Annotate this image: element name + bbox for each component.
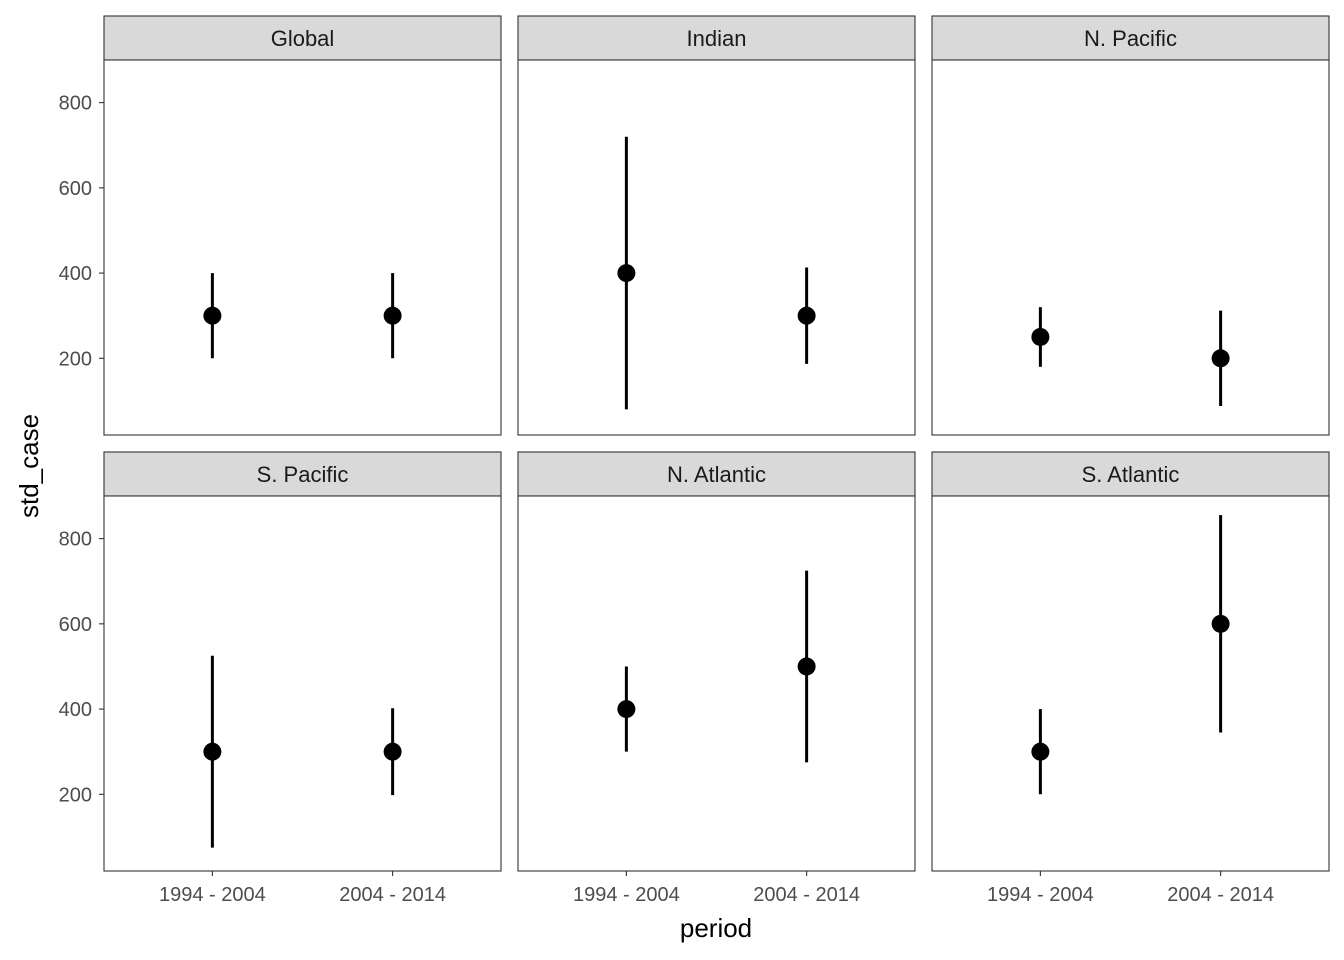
facet-strip <box>517 451 916 497</box>
facet-n-atlantic: N. Atlantic 1994 - 2004 2004 - 2014 <box>517 451 916 906</box>
panel-border <box>931 495 1330 872</box>
y-tick-label: 800 <box>59 529 92 551</box>
data-point <box>383 742 402 761</box>
x-tick-label: 1994 - 2004 <box>573 884 680 906</box>
x-tick-label: 1994 - 2004 <box>987 884 1094 906</box>
facet-strip-label: S. Pacific <box>257 462 349 487</box>
data-point <box>797 657 816 676</box>
y-tick-label: 400 <box>59 699 92 721</box>
facet-s-pacific: S. Pacific 200 400 600 800 1994 - 2004 2004 - … <box>59 451 502 906</box>
x-tick-label: 1994 - 2004 <box>159 884 266 906</box>
x-tick-label: 2004 - 2014 <box>1167 884 1274 906</box>
y-tick-label: 200 <box>59 348 92 370</box>
data-point <box>1031 327 1050 346</box>
panel-border <box>103 59 502 436</box>
x-axis-title: period <box>680 913 752 943</box>
y-tick-label: 600 <box>59 614 92 636</box>
data-point <box>383 306 402 325</box>
y-axis-title: std_case <box>14 414 44 518</box>
facet-strip-label: S. Atlantic <box>1082 462 1180 487</box>
facet-strip-label: Global <box>271 26 335 51</box>
data-point <box>1211 614 1230 633</box>
y-tick-label: 600 <box>59 178 92 200</box>
data-point <box>1031 742 1050 761</box>
data-point <box>797 306 816 325</box>
facet-panels: Global 200 400 600 800 Indian N. Pacific S. Pac… <box>59 15 1330 906</box>
panel-border <box>103 495 502 872</box>
y-tick-label: 200 <box>59 784 92 806</box>
facet-n-pacific: N. Pacific <box>931 15 1330 436</box>
facet-global: Global 200 400 600 800 <box>59 15 502 436</box>
x-tick-label: 2004 - 2014 <box>753 884 860 906</box>
facet-s-atlantic: S. Atlantic 1994 - 2004 2004 - 2014 <box>931 451 1330 906</box>
panel-border <box>517 59 916 436</box>
facet-strip-label: Indian <box>687 26 747 51</box>
data-point <box>203 306 222 325</box>
data-point <box>1211 349 1230 368</box>
facet-strip <box>931 451 1330 497</box>
y-tick-label: 400 <box>59 263 92 285</box>
facet-strip-label: N. Atlantic <box>667 462 766 487</box>
facet-strip-label: N. Pacific <box>1084 26 1177 51</box>
data-point <box>203 742 222 761</box>
panel-border <box>517 495 916 872</box>
facet-strip <box>103 15 502 61</box>
y-tick-label: 800 <box>59 93 92 115</box>
data-point <box>617 700 636 719</box>
x-tick-label: 2004 - 2014 <box>339 884 446 906</box>
panel-border <box>931 59 1330 436</box>
data-point <box>617 264 636 283</box>
facet-strip <box>931 15 1330 61</box>
facet-indian: Indian <box>517 15 916 436</box>
